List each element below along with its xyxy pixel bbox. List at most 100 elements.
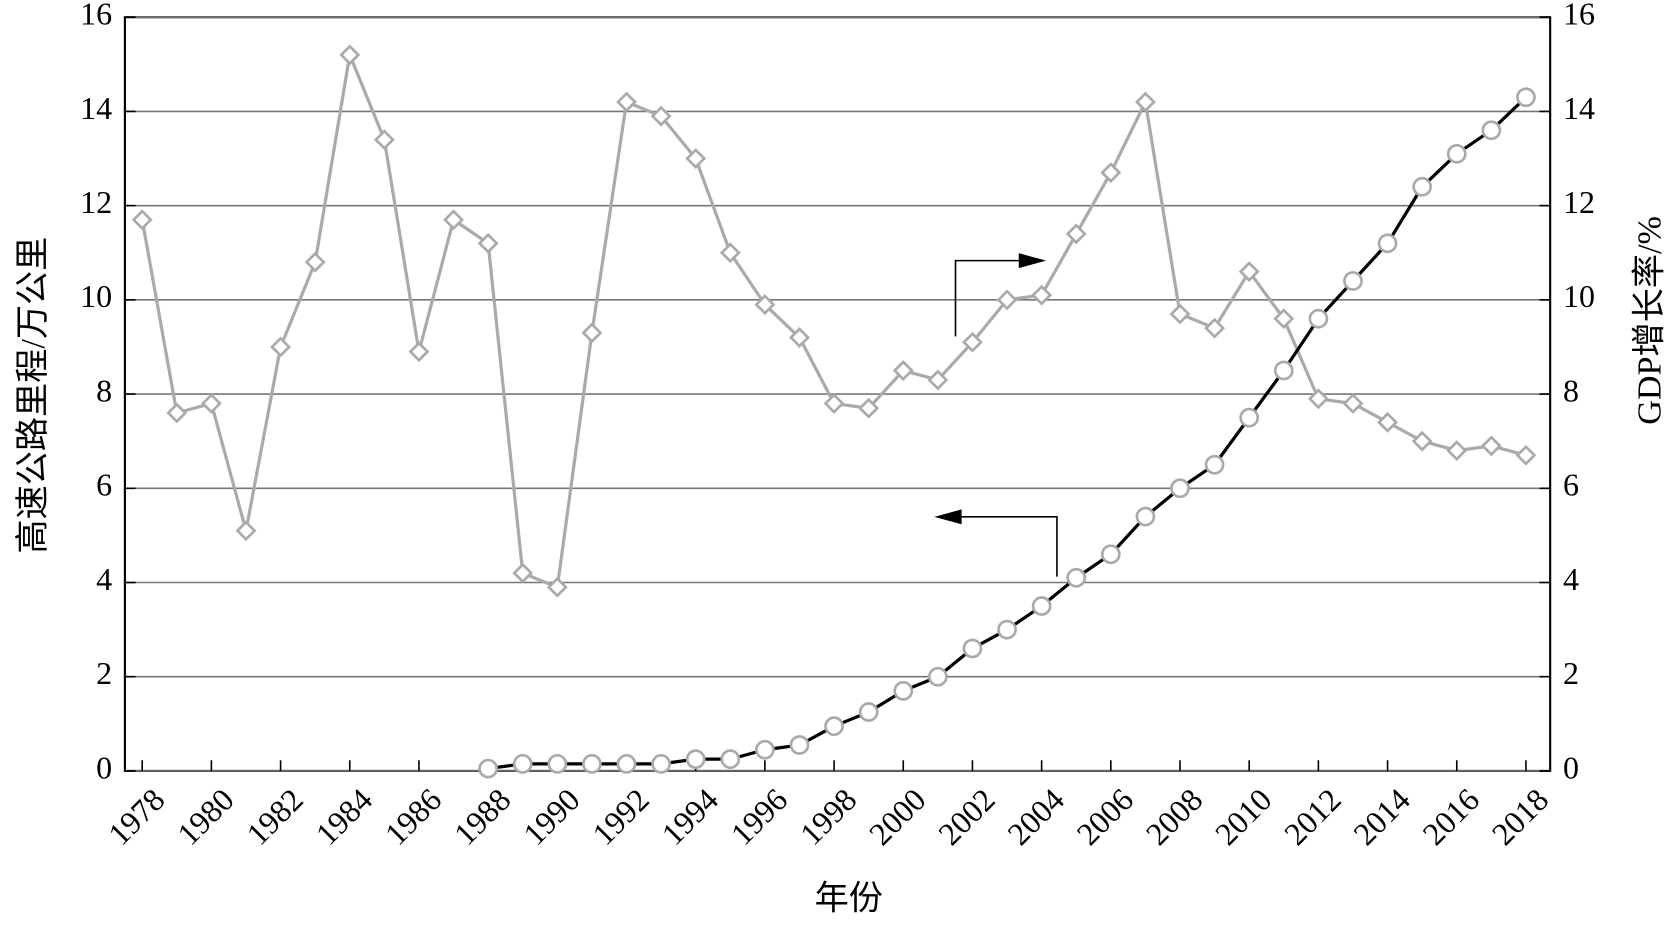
- x-tick-label: 1984: [308, 781, 379, 852]
- circle-marker: [1031, 596, 1052, 616]
- diamond-marker: [546, 576, 568, 598]
- circle-marker: [720, 749, 741, 770]
- circle-marker: [1308, 308, 1329, 329]
- circle-marker: [1446, 143, 1467, 164]
- y-tick-label: 8: [96, 372, 112, 408]
- arrow-right: [954, 259, 1031, 337]
- y-tick-label: 16: [80, 0, 112, 32]
- x-tick-label: 2006: [1069, 781, 1140, 852]
- diamond-marker: [1169, 303, 1191, 325]
- x-tick-label: 2016: [1415, 781, 1486, 852]
- diamond-marker: [304, 251, 326, 273]
- diamond-marker: [1411, 430, 1433, 452]
- y-tick-label: 14: [80, 90, 112, 126]
- y-tick-label: 0: [96, 749, 112, 785]
- circle-marker: [685, 749, 706, 770]
- circle-marker: [824, 716, 844, 737]
- diamond-marker: [1100, 162, 1122, 184]
- circle-marker: [547, 753, 568, 774]
- grid: [124, 16, 1551, 772]
- marks: [131, 44, 1537, 779]
- circle-marker: [478, 758, 499, 779]
- diamond-marker: [650, 105, 672, 127]
- diamond-marker: [408, 341, 430, 363]
- circle-marker: [1066, 567, 1087, 588]
- x-tick-label: 2018: [1485, 781, 1556, 852]
- y2-tick-label: 4: [1563, 561, 1579, 597]
- y2-axis-title: GDP增长率/%: [1630, 216, 1668, 425]
- y2-tick-label: 14: [1563, 90, 1595, 126]
- circle-marker: [651, 753, 671, 774]
- diamond-marker: [719, 242, 741, 264]
- x-tick-label: 2008: [1139, 781, 1210, 852]
- diamond-marker: [1307, 388, 1329, 410]
- diamond-marker: [166, 402, 188, 424]
- circle-marker: [755, 739, 775, 760]
- y-tick-label: 2: [96, 655, 112, 691]
- circle-marker: [1481, 120, 1502, 141]
- y2-tick-label: 2: [1563, 655, 1579, 691]
- x-tick-label: 1994: [654, 781, 725, 852]
- diamond-marker: [1204, 317, 1226, 339]
- circle-marker: [1100, 544, 1121, 565]
- x-tick-label: 1996: [724, 781, 795, 852]
- circle-marker: [1377, 233, 1398, 254]
- diamond-marker: [1515, 444, 1537, 466]
- circle-marker: [1204, 454, 1225, 475]
- x-tick-label: 2002: [931, 781, 1002, 852]
- y-axis-title: 高速公路里程/万公里: [14, 237, 52, 554]
- y2-tick-label: 10: [1563, 278, 1595, 314]
- diamond-marker: [685, 148, 707, 169]
- diamond-marker: [1342, 393, 1364, 414]
- diamond-marker: [477, 232, 499, 254]
- diamond-marker: [373, 129, 395, 151]
- x-tick-label: 1992: [585, 781, 656, 852]
- diamond-marker: [270, 336, 292, 358]
- y-tick-label: 10: [80, 278, 112, 314]
- diamond-marker: [1238, 261, 1260, 283]
- diamond-marker: [616, 91, 637, 113]
- y2-tick-label: 12: [1563, 184, 1595, 220]
- diamond-marker: [1377, 411, 1398, 433]
- diamond-marker: [1446, 440, 1468, 462]
- diamond-marker: [1480, 435, 1502, 457]
- diamond-marker: [581, 322, 603, 344]
- x-tick-label: 1988: [447, 781, 518, 852]
- diamond-marker: [131, 209, 153, 231]
- x-tick-label: 2000: [862, 781, 933, 852]
- x-tick-label: 1990: [516, 781, 587, 852]
- diamond-marker: [892, 360, 914, 381]
- diamond-marker: [339, 44, 361, 66]
- circle-marker: [1170, 478, 1190, 499]
- circle-marker: [893, 680, 914, 701]
- x-tick-label: 1982: [239, 781, 310, 852]
- arrow-head: [934, 509, 962, 525]
- x-tick-label: 2014: [1346, 781, 1417, 852]
- x-tick-label: 1978: [101, 781, 172, 852]
- diamond-marker: [443, 209, 464, 231]
- circle-marker: [927, 666, 948, 687]
- diamond-marker: [858, 397, 880, 419]
- y2-tick-label: 8: [1563, 372, 1579, 408]
- circle-marker: [582, 753, 602, 774]
- diamond-marker: [962, 331, 983, 353]
- diamond-marker: [1031, 284, 1053, 306]
- annotation-arrows: [934, 253, 1058, 577]
- diamond-marker: [235, 520, 257, 542]
- diamond-marker: [1065, 223, 1087, 245]
- circle-marker: [1516, 87, 1536, 108]
- x-axis-title: 年份: [815, 880, 883, 918]
- circle-marker: [858, 702, 879, 722]
- y-tick-label: 6: [96, 467, 112, 503]
- diamond-marker: [927, 369, 949, 391]
- y2-tick-label: 16: [1563, 0, 1595, 32]
- circle-marker: [962, 638, 983, 659]
- circle-marker: [1273, 360, 1294, 381]
- circle-marker: [1239, 407, 1260, 428]
- arrow-left: [950, 516, 1058, 577]
- circle-marker: [616, 753, 637, 774]
- y2-tick-label: 0: [1563, 749, 1579, 785]
- diamond-marker: [789, 327, 810, 348]
- circle-marker: [997, 619, 1017, 640]
